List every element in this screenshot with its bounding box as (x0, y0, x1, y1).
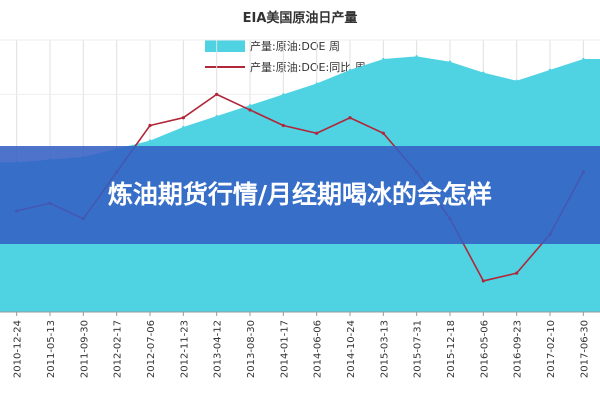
point-yoy (281, 123, 285, 128)
point-yoy (248, 108, 252, 112)
x-tick-label: 2016-09-23 (513, 320, 524, 378)
legend-swatch-production (205, 40, 245, 52)
headline-text: 炼油期货行情/月经期喝冰的会怎样 (107, 180, 493, 209)
x-tick-label: 2014-01-17 (279, 320, 290, 378)
point-production (315, 82, 318, 85)
point-production (582, 57, 585, 61)
point-yoy (215, 92, 219, 96)
point-production (382, 57, 385, 61)
legend-label-yoy: 产量:原油:DOE:同比 周 (250, 60, 366, 74)
x-tick-label: 2012-07-06 (146, 320, 157, 378)
chart-title: EIA美国原油日产量 (243, 10, 358, 26)
point-yoy (181, 116, 185, 120)
x-tick-label: 2011-05-13 (46, 320, 57, 378)
x-tick-label: 2014-06-06 (313, 320, 324, 378)
point-yoy (381, 131, 385, 135)
point-production (248, 104, 252, 107)
point-production (548, 68, 552, 72)
headline-banner: 炼油期货行情/月经期喝冰的会怎样 (0, 146, 600, 244)
x-tick-label: 2012-02-17 (113, 320, 124, 378)
x-tick-label: 2015-03-13 (379, 320, 390, 378)
legend: 产量:原油:DOE 周 产量:原油:DOE:同比 周 (205, 39, 366, 74)
x-tick-label: 2015-12-18 (446, 320, 457, 378)
x-tick-label: 2017-06-30 (579, 320, 590, 378)
point-production (215, 114, 218, 118)
x-axis: 2010-12-24 2011-05-13 2011-09-30 2012-02-17… (0, 311, 600, 378)
x-tick-label: 2016-05-06 (479, 320, 490, 378)
x-tick-label: 2013-04-12 (213, 320, 224, 378)
point-production (282, 93, 285, 96)
x-tick-label: 2017-02-10 (546, 320, 557, 378)
x-tick-label: 2012-11-23 (179, 320, 190, 378)
point-production (148, 139, 152, 142)
point-production (348, 68, 352, 72)
point-production (482, 71, 485, 74)
x-tick-label: 2011-09-30 (79, 320, 90, 378)
point-yoy (515, 271, 519, 275)
point-yoy (315, 131, 319, 135)
point-production (515, 79, 518, 83)
point-production (182, 125, 185, 129)
x-tick-label: 2013-08-30 (246, 320, 257, 378)
x-tick-label: 2015-07-31 (413, 320, 424, 378)
point-yoy (148, 123, 152, 128)
point-production (415, 55, 418, 58)
point-yoy (481, 279, 485, 283)
x-tick-label: 2010-12-24 (13, 320, 24, 378)
legend-label-production: 产量:原油:DOE 周 (250, 39, 340, 53)
point-production (448, 60, 452, 63)
x-tick-label: 2014-10-24 (346, 320, 357, 378)
point-yoy (348, 116, 352, 120)
